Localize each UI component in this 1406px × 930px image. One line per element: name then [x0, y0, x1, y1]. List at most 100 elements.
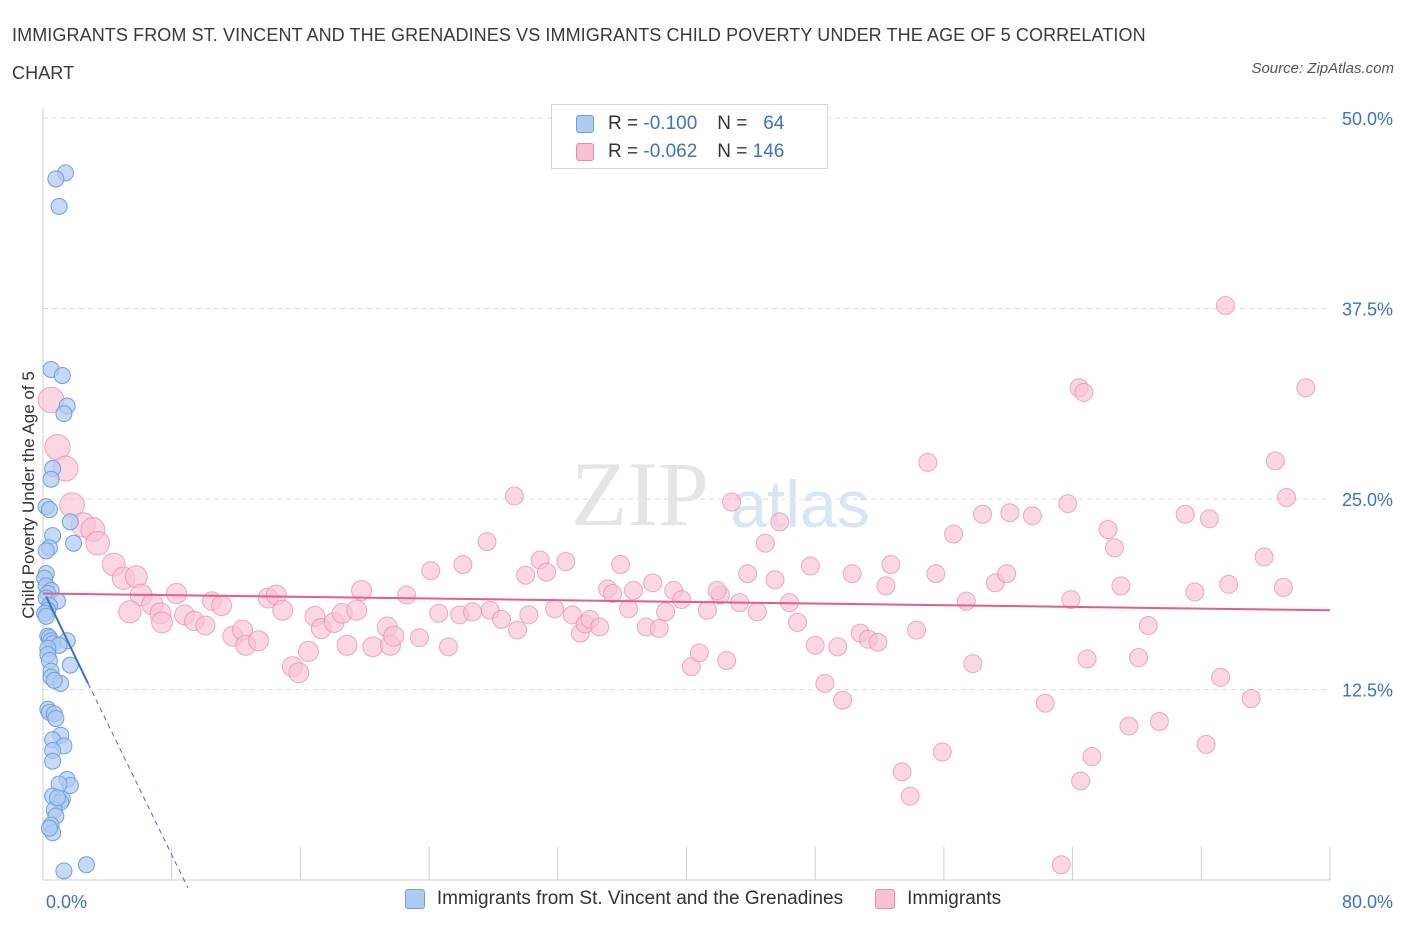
- legend-n-value: 64: [763, 113, 785, 134]
- data-point: [1296, 378, 1316, 398]
- data-point: [944, 524, 964, 544]
- watermark-zip: ZIP: [571, 443, 709, 545]
- data-point: [1138, 615, 1158, 635]
- legend-swatch-blue: [404, 889, 425, 909]
- data-point: [47, 170, 65, 188]
- data-point: [956, 591, 976, 611]
- y-tick-label: 37.5%: [1342, 300, 1393, 320]
- data-point: [1111, 576, 1131, 596]
- data-point: [623, 580, 643, 600]
- data-point: [788, 612, 808, 632]
- data-point: [881, 555, 901, 575]
- data-point: [165, 582, 188, 605]
- series-legend: Immigrants from St. Vincent and the Gren…: [0, 888, 1406, 910]
- data-point: [926, 564, 946, 584]
- data-point: [1000, 503, 1020, 523]
- data-point: [1265, 451, 1285, 471]
- data-point: [1061, 590, 1081, 610]
- data-point: [643, 573, 663, 593]
- data-point: [689, 643, 709, 663]
- data-point: [556, 551, 576, 571]
- y-tick-label: 50.0%: [1342, 109, 1393, 129]
- y-axis-label: Child Poverty Under the Age of 5: [19, 371, 38, 619]
- data-point: [602, 583, 622, 603]
- data-point: [590, 617, 610, 637]
- legend-n-value: 146: [752, 141, 785, 162]
- data-point: [1254, 547, 1274, 567]
- data-point: [1051, 855, 1071, 875]
- data-point: [918, 452, 938, 472]
- legend-item-immigrants[interactable]: Immigrants: [875, 888, 1001, 910]
- stats-legend: R = -0.100 N = 64 R = -0.062 N = 146: [551, 104, 828, 169]
- data-point: [421, 561, 441, 581]
- data-point: [892, 762, 912, 782]
- data-point: [1129, 647, 1149, 667]
- data-point: [755, 533, 775, 553]
- legend-r-value: -0.100: [643, 113, 698, 134]
- data-point: [1119, 716, 1139, 736]
- data-point: [876, 576, 896, 596]
- data-point: [1035, 693, 1055, 713]
- data-point: [973, 504, 993, 524]
- legend-swatch-pink: [875, 889, 896, 909]
- data-point: [1196, 734, 1216, 754]
- source-label: Source: ZipAtlas.com: [1251, 60, 1394, 77]
- data-point: [800, 556, 820, 576]
- data-point: [477, 532, 497, 552]
- data-point: [765, 570, 785, 590]
- legend-r-label: R =: [608, 113, 639, 134]
- data-point: [272, 599, 294, 621]
- data-point: [828, 637, 848, 657]
- data-point: [1098, 519, 1118, 539]
- data-point: [1077, 649, 1097, 669]
- data-point: [611, 555, 631, 575]
- data-point: [1058, 494, 1078, 514]
- data-point: [1277, 487, 1297, 507]
- data-point: [211, 595, 233, 617]
- data-point: [1215, 295, 1235, 315]
- data-point: [77, 856, 95, 874]
- data-point: [1219, 574, 1239, 594]
- data-point: [717, 651, 737, 671]
- data-point: [656, 602, 676, 622]
- data-point: [55, 862, 73, 880]
- data-point: [463, 602, 483, 622]
- data-point: [1273, 577, 1293, 597]
- data-point: [61, 513, 79, 531]
- data-point: [45, 671, 63, 689]
- data-point: [545, 599, 565, 619]
- y-tick-label: 12.5%: [1342, 681, 1393, 701]
- immigrants-points: [37, 295, 1316, 875]
- data-point: [336, 634, 358, 656]
- data-point: [1175, 504, 1195, 524]
- trend-line-svg-extension: [87, 683, 189, 888]
- legend-label: Immigrants from St. Vincent and the Gren…: [436, 888, 844, 909]
- data-point: [697, 600, 717, 620]
- tick-labels: 12.5% 25.0% 37.5% 50.0% 0.0% 80.0%: [46, 109, 1393, 912]
- data-point: [288, 662, 310, 684]
- watermark-atlas: atlas: [730, 467, 869, 541]
- legend-r-value: -0.062: [643, 141, 698, 162]
- data-point: [362, 636, 384, 658]
- watermark: ZIP atlas: [571, 443, 870, 545]
- data-point: [747, 602, 767, 622]
- data-point: [297, 640, 319, 662]
- data-point: [842, 564, 862, 584]
- data-point: [248, 630, 270, 652]
- data-point: [40, 819, 58, 837]
- data-point: [40, 501, 58, 519]
- data-point: [1022, 506, 1042, 526]
- data-point: [50, 197, 68, 215]
- data-point: [438, 637, 458, 657]
- data-point: [351, 579, 373, 601]
- data-point: [1149, 712, 1169, 732]
- data-point: [508, 620, 528, 640]
- legend-swatch-pink: [576, 143, 594, 161]
- legend-item-svg[interactable]: Immigrants from St. Vincent and the Gren…: [404, 888, 844, 910]
- data-point: [65, 534, 83, 552]
- data-point: [868, 632, 888, 652]
- x-tick-label: 0.0%: [46, 892, 87, 912]
- data-point: [932, 742, 952, 762]
- data-point: [491, 609, 511, 629]
